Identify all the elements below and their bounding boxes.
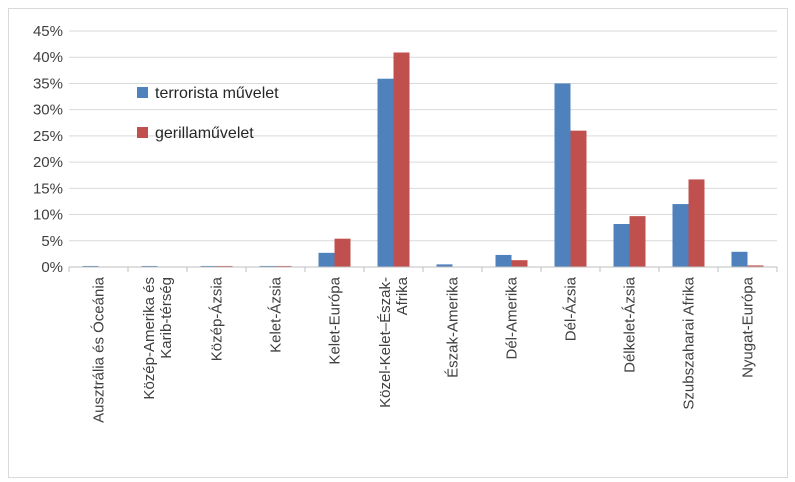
y-tick-label: 30% [33, 102, 63, 119]
bar-series-0-cat-3 [259, 265, 276, 267]
y-tick-label: 45% [33, 23, 63, 40]
y-tick-label: 15% [33, 180, 63, 197]
bars [82, 52, 764, 267]
bar-series-0-cat-1 [141, 265, 158, 267]
x-category-label: Dél-Ázsia [563, 276, 580, 341]
y-tick-label: 20% [33, 154, 63, 171]
legend-label-series-1: gerillaművelet [155, 125, 254, 142]
y-tick-label: 5% [41, 233, 63, 250]
bar-series-0-cat-7 [495, 254, 512, 267]
x-category-label: Észak-Amerika [445, 276, 462, 378]
x-category-label: Afrika [394, 276, 411, 315]
x-category-label: Kelet-Európa [327, 276, 344, 364]
bar-series-0-cat-2 [200, 265, 217, 267]
x-category-label: Szubszaharai Afrika [681, 276, 698, 409]
legend-swatch-series-1 [137, 127, 148, 138]
y-axis-tick-labels: 0% 5% 10% 15% 20% 25% 30% 35% 40% 45% [33, 23, 63, 276]
y-tick-label: 0% [41, 259, 63, 276]
bar-series-0-cat-9 [613, 223, 630, 267]
x-category-label: Ausztrália és Óceánia [91, 276, 108, 423]
x-category-label: Közép-Ázsia [209, 276, 226, 361]
bar-series-1-cat-10 [688, 179, 705, 267]
bar-series-1-cat-3 [275, 265, 292, 267]
y-tick-label: 25% [33, 128, 63, 145]
x-category-label: Dél-Amerika [504, 276, 521, 359]
bar-series-1-cat-8 [570, 130, 587, 267]
x-category-label: Délkelet-Ázsia [622, 276, 639, 373]
bar-chart: 0% 5% 10% 15% 20% 25% 30% 35% 40% 45% Ausztrália … [33, 23, 778, 423]
gridlines [69, 30, 777, 242]
y-tick-label: 40% [33, 49, 63, 66]
chart-frame: 0% 5% 10% 15% 20% 25% 30% 35% 40% 45% Ausztrália … [8, 8, 788, 478]
x-category-label: Kelet-Ázsia [268, 276, 285, 353]
bar-series-1-cat-7 [511, 260, 528, 267]
bar-series-0-cat-4 [318, 252, 335, 267]
y-tick-label: 10% [33, 207, 63, 224]
bar-series-1-cat-11 [747, 265, 764, 267]
legend-label-series-0: terrorista művelet [155, 85, 279, 102]
bar-series-0-cat-11 [731, 251, 748, 267]
x-category-label: Közel-Kelet–Észak- [377, 277, 394, 408]
x-axis [68, 266, 778, 272]
bar-series-1-cat-2 [216, 265, 233, 267]
legend: terrorista művelet gerillaművelet [137, 85, 279, 142]
bar-series-1-cat-9 [629, 216, 646, 267]
y-tick-label: 35% [33, 75, 63, 92]
bar-series-0-cat-0 [82, 265, 99, 267]
bar-series-0-cat-5 [377, 78, 394, 267]
x-axis-category-labels: Ausztrália és Óceánia Közép-Amerika és Kar… [91, 276, 757, 423]
bar-series-0-cat-6 [436, 264, 453, 267]
x-category-label: Karib-térség [158, 277, 175, 359]
bar-series-0-cat-8 [554, 83, 571, 267]
x-category-label: Nyugat-Európa [740, 276, 757, 378]
bar-series-0-cat-10 [672, 204, 689, 267]
bar-series-1-cat-5 [393, 52, 410, 267]
legend-swatch-series-0 [137, 87, 148, 98]
x-category-label: Közép-Amerika és [141, 277, 158, 400]
bar-series-1-cat-4 [334, 238, 351, 267]
